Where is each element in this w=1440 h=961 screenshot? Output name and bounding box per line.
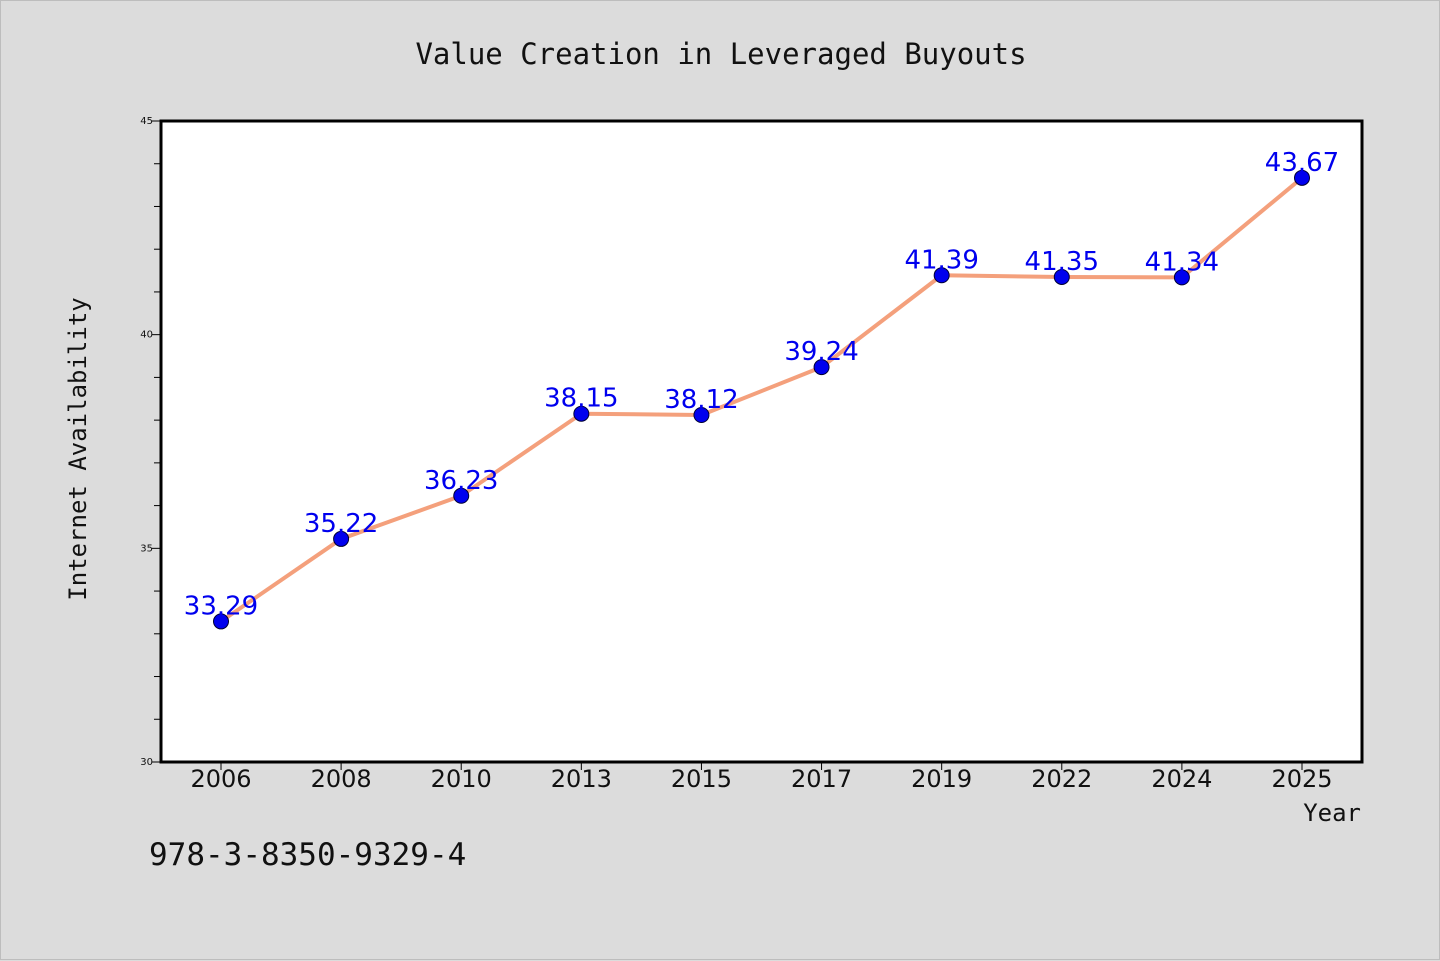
data-point [693,407,710,424]
data-label: 41.35 [1025,247,1099,277]
x-tick-label: 2024 [1151,765,1212,793]
series-layer [213,169,1310,630]
y-axis-ticks: 30 35 40 45 [140,116,161,768]
data-point [573,405,590,422]
data-label: 39.24 [784,337,858,367]
data-label: 35.22 [304,509,378,539]
data-point [453,487,470,504]
isbn-annotation: 978-3-8350-9329-4 [149,837,466,873]
data-point [333,530,350,547]
x-axis-ticks: 2006 2008 2010 2013 2015 2017 2019 2022 2024 2025 [190,762,1333,793]
x-axis-label: Year [1303,799,1361,827]
x-tick-label: 2006 [190,765,251,793]
data-label: 41.34 [1145,247,1219,277]
data-point [1173,269,1190,286]
plot-frame [159,119,1364,764]
x-tick-label: 2008 [311,765,372,793]
plot-area [161,121,1362,762]
x-tick-label: 2022 [1031,765,1092,793]
data-label-layer: 33.29 35.22 36.23 38.15 38.12 39.24 41.39 41.35… [184,148,1339,622]
x-tick-label: 2015 [671,765,732,793]
data-point [1053,268,1070,285]
series-line [219,175,1304,624]
data-label: 38.15 [544,384,618,414]
x-tick-label: 2025 [1271,765,1332,793]
data-label: 33.29 [184,591,258,621]
y-tick-label: 35 [140,543,153,554]
x-tick-label: 2010 [431,765,492,793]
x-tick-label: 2017 [791,765,852,793]
data-label: 38.12 [664,385,738,415]
y-tick-label: 40 [140,330,153,341]
y-tick-label: 30 [140,757,153,768]
data-label: 36.23 [424,466,498,496]
y-tick-label: 45 [140,116,153,127]
data-point [933,267,950,284]
data-label: 43.67 [1265,148,1339,178]
data-point [813,359,830,376]
data-point [213,613,229,630]
y-axis-label: Internet Availability [64,297,92,600]
chart-title: Value Creation in Leveraged Buyouts [415,37,1026,71]
data-label: 41.39 [904,245,978,275]
data-point [1294,169,1310,186]
x-tick-label: 2019 [911,765,972,793]
x-tick-label: 2013 [551,765,612,793]
